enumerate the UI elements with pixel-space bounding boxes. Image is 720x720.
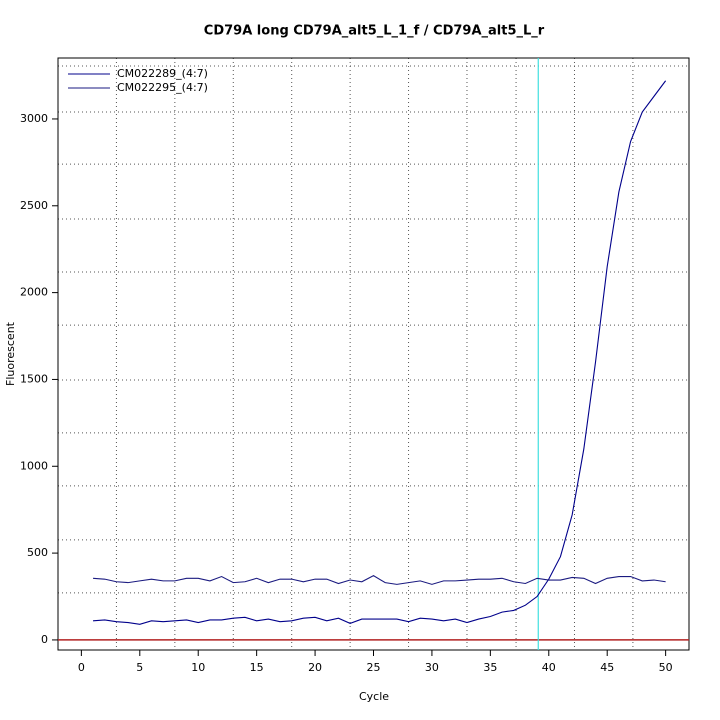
x-tick-label: 35 xyxy=(483,661,497,674)
legend-label: CM022295_(4:7) xyxy=(117,81,208,94)
y-tick-label: 1500 xyxy=(20,372,48,385)
x-tick-label: 25 xyxy=(367,661,381,674)
data-line xyxy=(93,80,667,625)
y-tick-label: 1000 xyxy=(20,459,48,472)
x-tick-label: 40 xyxy=(542,661,556,674)
y-tick-label: 0 xyxy=(41,633,48,646)
x-tick-label: 5 xyxy=(136,661,143,674)
y-tick-label: 3000 xyxy=(20,112,48,125)
x-tick-label: 45 xyxy=(600,661,614,674)
x-tick-label: 10 xyxy=(191,661,205,674)
y-tick-label: 2000 xyxy=(20,286,48,299)
x-axis-label: Cycle xyxy=(359,690,389,703)
y-tick-label: 2500 xyxy=(20,199,48,212)
x-tick-label: 0 xyxy=(78,661,85,674)
x-tick-label: 20 xyxy=(308,661,322,674)
y-tick-label: 500 xyxy=(27,546,48,559)
x-tick-label: 50 xyxy=(659,661,673,674)
plot-frame xyxy=(57,57,690,651)
chart-title: CD79A long CD79A_alt5_L_1_f / CD79A_alt5… xyxy=(204,24,545,39)
x-tick-label: 30 xyxy=(425,661,439,674)
x-tick-label: 15 xyxy=(250,661,264,674)
y-axis-label: Fluorescent xyxy=(4,321,17,386)
data-line xyxy=(93,575,666,585)
legend-label: CM022289_(4:7) xyxy=(117,67,208,80)
